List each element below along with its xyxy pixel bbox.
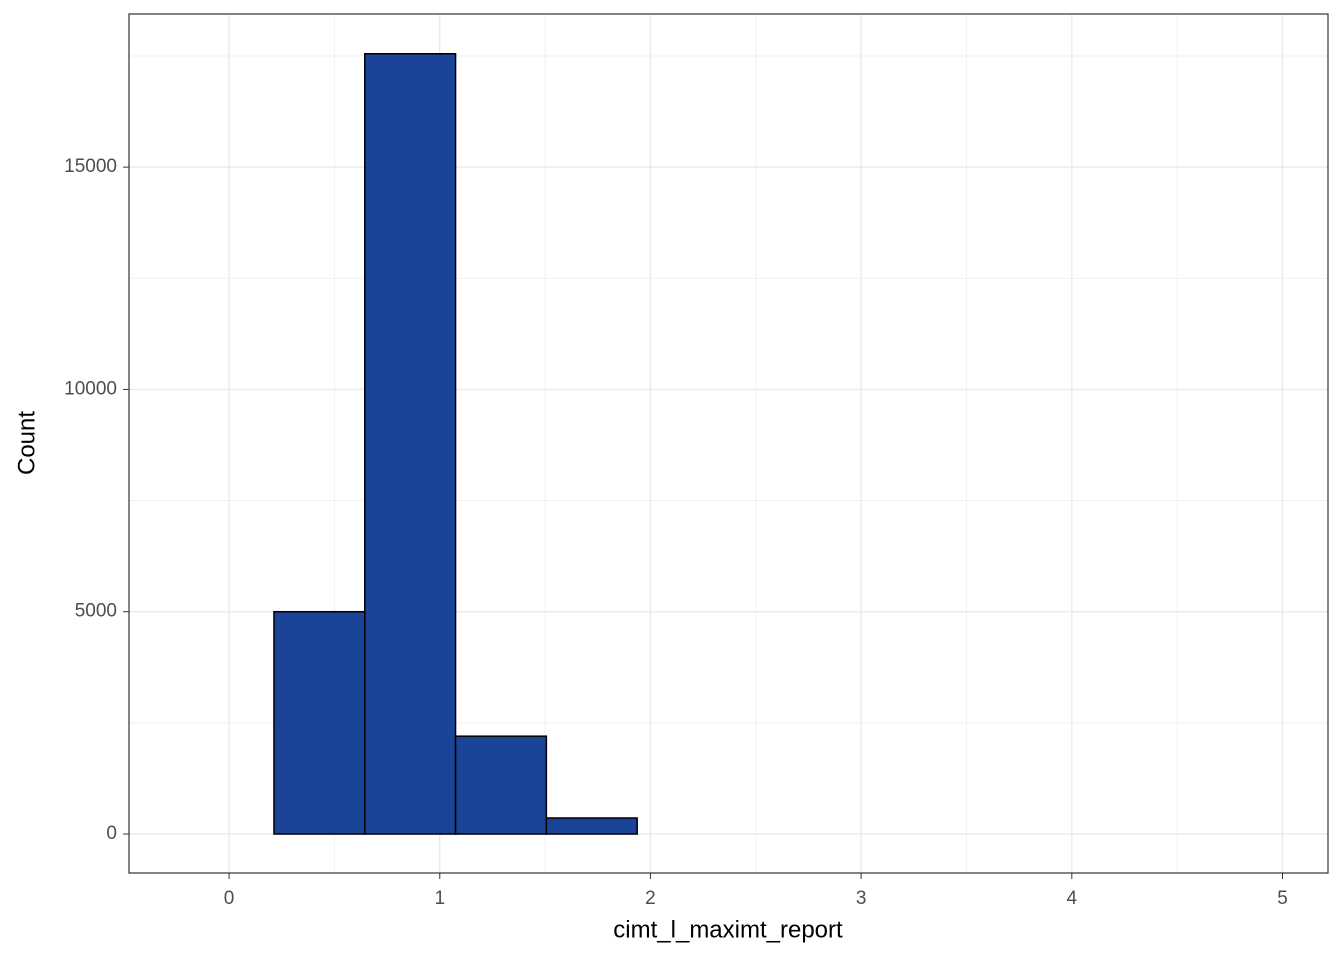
y-tick-label: 10000: [64, 378, 117, 399]
bar: [454, 735, 548, 835]
y-tick-label: 15000: [64, 156, 117, 177]
bar: [545, 817, 638, 835]
x-tick-label: 5: [1277, 888, 1288, 909]
y-axis-title: Count: [13, 411, 40, 475]
x-tick-label: 0: [224, 888, 235, 909]
y-tick-label: 0: [106, 823, 117, 844]
x-tick-label: 4: [1067, 888, 1078, 909]
y-tick-label: 5000: [75, 601, 117, 622]
bar: [273, 610, 366, 835]
x-tick-label: 2: [645, 888, 656, 909]
bar: [364, 52, 457, 835]
x-tick-label: 3: [856, 888, 867, 909]
x-axis-title: cimt_l_maximt_report: [613, 916, 843, 943]
panel-border: [128, 13, 1329, 874]
x-tick-label: 1: [434, 888, 445, 909]
